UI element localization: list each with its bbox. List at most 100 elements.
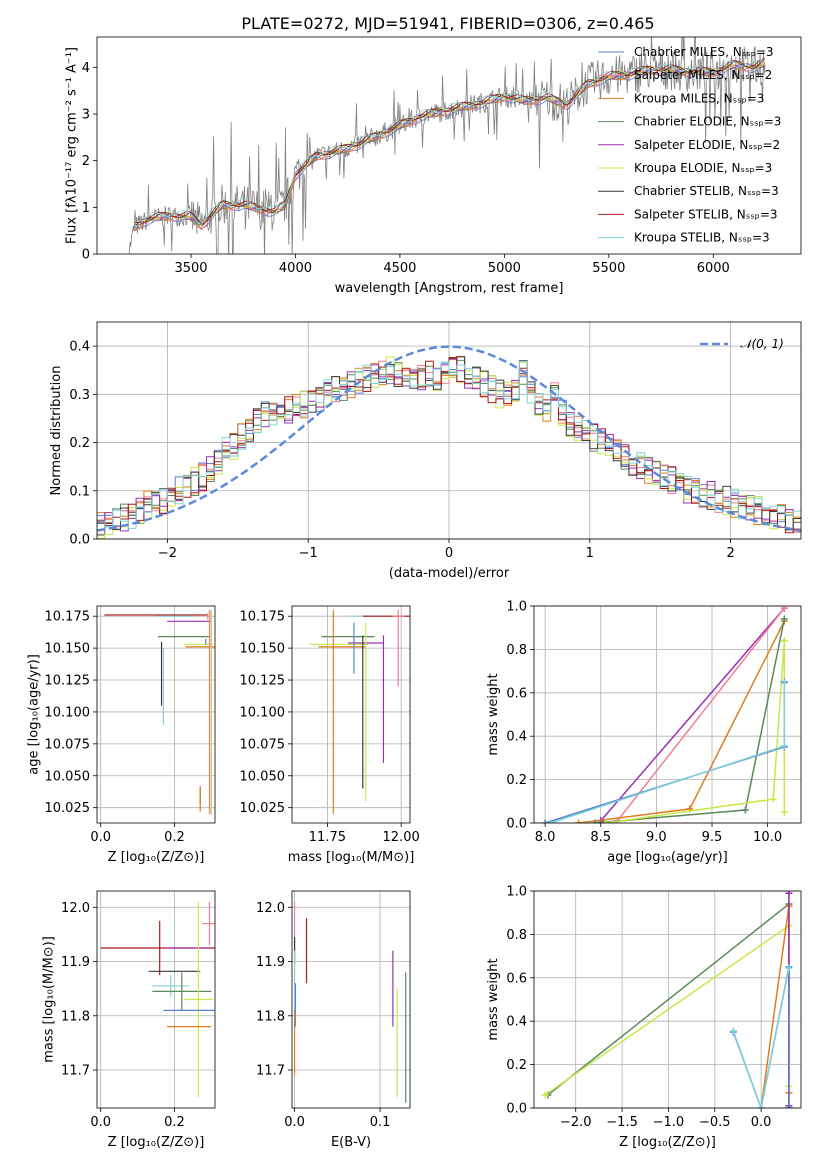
x-tick-label: −2.0: [560, 1115, 592, 1130]
y-axis-label: mass weight: [486, 673, 501, 755]
y-tick-label: 11.9: [61, 955, 90, 970]
x-tick-label: 9.5: [702, 830, 723, 845]
axes-frame: [533, 890, 802, 1109]
panel-residual-histogram: −2 −1 0 1 2 0.0 0.1 0.2 0.3 0.4 (data-model)/error…: [49, 321, 802, 581]
y-tick-label: 10.100: [45, 705, 91, 720]
x-tick-label: 5500: [592, 261, 625, 276]
y-tick-label: 0.4: [506, 730, 527, 745]
plot-area: [309, 609, 410, 815]
x-tick-label: −0.5: [699, 1115, 731, 1130]
model-spectrum-chabrier-stelib: [134, 58, 765, 225]
y-tick-label: 10.075: [45, 737, 91, 752]
panel-spectrum: 3500 4000 4500 5000 5500 6000 0 1 2 3 4 wavelength …: [64, 36, 802, 296]
x-tick-label: 11.75: [309, 830, 346, 845]
y-axis-label: Normed distribution: [49, 366, 64, 496]
y-tick-label: 10.050: [45, 769, 91, 784]
legend-entry: Kroupa MILES, Nₛₛₚ=3: [634, 91, 764, 105]
y-tick-label: 10.075: [240, 737, 286, 752]
model-spectrum-kroupa-stelib: [134, 59, 765, 227]
y-tick-label: 10.150: [240, 642, 286, 657]
legend-entry: Kroupa ELODIE, Nₛₛₚ=3: [634, 161, 772, 175]
y-tick-label: 10.175: [240, 610, 286, 625]
y-tick-label: 0.0: [69, 533, 90, 548]
y-tick-label: 2: [82, 154, 90, 169]
panel-massweight-vs-Z: −2.0 −1.5 −1.0 −0.5 0.0 0.0 0.2 0.4 0.6 0.8 1.0 Z […: [486, 885, 802, 1150]
y-tick-label: 4: [82, 61, 90, 76]
x-axis-label: age [log₁₀(age/yr)]: [607, 850, 728, 865]
x-tick-label: 0: [445, 546, 453, 561]
model-spectrum-salpeter-stelib: [134, 58, 765, 227]
y-tick-label: 10.125: [240, 674, 286, 689]
plot-area: [293, 901, 407, 1103]
panel-mass-vs-EBV: 0.0 0.1 11.7 11.8 11.9 12.0 E(B-V): [256, 890, 411, 1150]
y-tick-label: 11.8: [61, 1009, 90, 1024]
x-tick-label: 6000: [697, 261, 730, 276]
y-tick-label: 0.3: [69, 388, 90, 403]
x-tick-label: 10.0: [753, 830, 782, 845]
y-tick-label: 3: [82, 108, 90, 123]
x-tick-label: 0.2: [164, 1115, 185, 1130]
x-tick-label: −1.0: [653, 1115, 685, 1130]
weight-line-kroupa-elodie: [544, 924, 790, 1096]
y-axis-label: Flux [fλ10⁻¹⁷ erg cm⁻² s⁻¹ A⁻¹]: [64, 47, 79, 244]
weight-line-chabrier-miles: [544, 682, 786, 823]
x-tick-label: 0.0: [284, 1115, 305, 1130]
y-tick-label: 0.2: [69, 436, 90, 451]
y-tick-label: 10.175: [45, 610, 91, 625]
y-tick-label: 0.0: [506, 1102, 527, 1117]
plot-area: [100, 901, 215, 1098]
model-spectrum-salpeter-miles: [134, 62, 765, 231]
axes-frame: [291, 890, 411, 1109]
x-axis-label: Z [log₁₀(Z/Z⊙)]: [108, 1135, 205, 1150]
plot-area: [541, 606, 788, 823]
legend-entry: Salpeter ELODIE, Nₛₛₚ=2: [634, 138, 780, 152]
x-tick-label: 4000: [279, 261, 312, 276]
histogram-kroupa-stelib: [97, 361, 801, 529]
legend-entry: Chabrier STELIB, Nₛₛₚ=3: [634, 184, 779, 198]
x-axis-label: Z [log₁₀(Z/Z⊙)]: [108, 850, 205, 865]
y-tick-label: 0.8: [506, 928, 527, 943]
weight-line-salpeter-miles: [616, 607, 785, 822]
weight-line-kroupa-stelib: [732, 967, 790, 1108]
x-tick-label: −1.5: [606, 1115, 638, 1130]
weight-line-kroupa-miles: [760, 906, 790, 1108]
y-tick-label: 12.0: [61, 901, 90, 916]
plot-area: [541, 891, 793, 1108]
model-spectrum-salpeter-elodie: [134, 63, 765, 228]
charts-layer: 3500 4000 4500 5000 5500 6000 0 1 2 3 4 wavelength …: [26, 36, 802, 1150]
weight-line-salpeter-elodie: [600, 607, 785, 822]
x-tick-label: 8.0: [535, 830, 556, 845]
y-tick-label: 10.025: [45, 801, 91, 816]
y-tick-label: 12.0: [256, 901, 285, 916]
y-tick-label: 11.7: [256, 1064, 285, 1079]
normal-distribution-curve: [97, 345, 801, 532]
plot-area: [128, 37, 766, 254]
y-tick-label: 11.7: [61, 1064, 90, 1079]
x-tick-label: 3500: [174, 261, 207, 276]
x-tick-label: 5000: [488, 261, 521, 276]
y-tick-label: 10.150: [45, 642, 91, 657]
axes-frame: [291, 605, 411, 824]
panel-age-vs-Z: 0.0 0.2 10.025 10.050 10.075 10.100 10.125 10.1…: [26, 605, 216, 865]
y-tick-label: 0.0: [506, 817, 527, 832]
y-tick-label: 0.2: [506, 1058, 527, 1073]
y-tick-label: 0: [82, 248, 90, 263]
panel-massweight-vs-age: 8.0 8.5 9.0 9.5 10.0 0.0 0.2 0.4 0.6 0.8 1.0 age [l…: [486, 600, 802, 865]
observed-spectrum: [128, 37, 766, 254]
x-tick-label: −2: [158, 546, 177, 561]
y-tick-label: 1: [82, 201, 90, 216]
y-tick-label: 0.4: [69, 340, 90, 355]
y-tick-label: 10.025: [240, 801, 286, 816]
legend-entry: Chabrier ELODIE, Nₛₛₚ=3: [634, 115, 781, 129]
x-axis-label: (data-model)/error: [389, 566, 510, 581]
axes-frame: [96, 321, 802, 540]
panel-mass-vs-Z: 0.0 0.2 11.7 11.8 11.9 12.0 Z [log₁₀(Z/Z⊙)] mas…: [42, 890, 216, 1150]
y-tick-label: 11.9: [256, 955, 285, 970]
x-axis-label: Z [log₁₀(Z/Z⊙)]: [619, 1135, 716, 1150]
y-axis-label: mass [log₁₀(M/M⊙)]: [42, 936, 57, 1063]
weight-line-kroupa-miles: [578, 620, 785, 823]
axes-frame: [96, 36, 802, 255]
y-axis-label: mass weight: [486, 958, 501, 1040]
y-tick-label: 0.6: [506, 686, 527, 701]
model-spectrum-chabrier-miles: [134, 62, 765, 230]
